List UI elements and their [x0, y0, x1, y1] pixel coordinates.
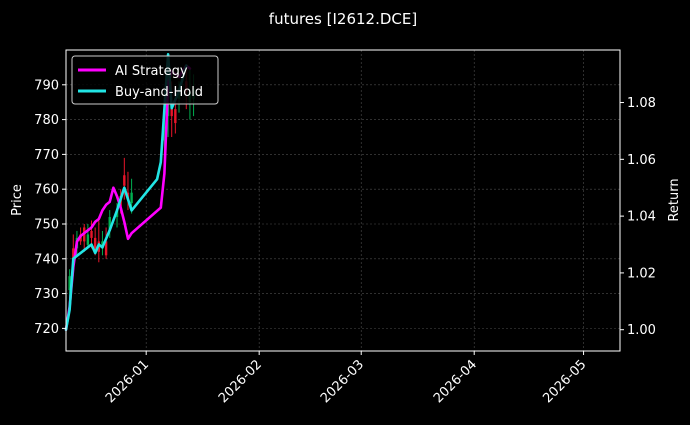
y-tick-label-right: 1.06	[627, 153, 656, 168]
y-tick-label-left: 730	[34, 287, 59, 302]
candle-body	[130, 192, 133, 204]
y-axis-label-left: Price	[10, 184, 25, 216]
candle-body	[170, 105, 173, 117]
candle-body	[174, 109, 177, 124]
candle-body	[68, 276, 71, 291]
axis-layer: 2026-01 2026-02 2026-03 2026-04 2026-05 720 73…	[34, 78, 656, 406]
plot-frame	[65, 49, 621, 352]
candle-body	[86, 234, 90, 245]
legend-label-buy-and-hold: Buy-and-Hold	[115, 85, 203, 100]
y-tick-label-left: 790	[34, 78, 59, 93]
candle-body	[104, 241, 108, 256]
candle-body	[163, 126, 166, 141]
x-tick-label: 2026-05	[540, 357, 589, 406]
chart-title: futures [I2612.DCE]	[269, 10, 417, 28]
candle-body	[90, 230, 93, 238]
line-buy-and-hold	[64, 52, 188, 332]
legend: AI Strategy Buy-and-Hold	[71, 55, 219, 105]
x-tick-label: 2026-01	[103, 357, 152, 406]
grid-layer	[66, 50, 620, 351]
x-tick-label: 2026-02	[216, 357, 265, 406]
y-axis-label-right: Return	[667, 178, 682, 221]
y-tick-label-left: 750	[34, 217, 59, 232]
y-tick-label-left: 780	[34, 113, 59, 128]
candle-body	[93, 237, 97, 249]
y-tick-label-right: 1.04	[627, 210, 656, 225]
y-tick-label-right: 1.08	[627, 96, 656, 111]
candle-body	[108, 217, 111, 231]
candle-body	[123, 175, 126, 186]
y-tick-label-left: 720	[34, 322, 59, 337]
x-tick-label: 2026-04	[431, 357, 480, 406]
legend-label-ai-strategy: AI Strategy	[115, 64, 188, 79]
legend-box	[71, 55, 219, 105]
x-tick-label: 2026-03	[318, 357, 367, 406]
y-tick-label-left: 760	[34, 183, 59, 198]
y-tick-label-left: 740	[34, 252, 59, 267]
y-tick-label-left: 770	[34, 148, 59, 163]
y-tick-label-right: 1.00	[627, 323, 656, 338]
y-tick-label-right: 1.02	[627, 266, 656, 281]
